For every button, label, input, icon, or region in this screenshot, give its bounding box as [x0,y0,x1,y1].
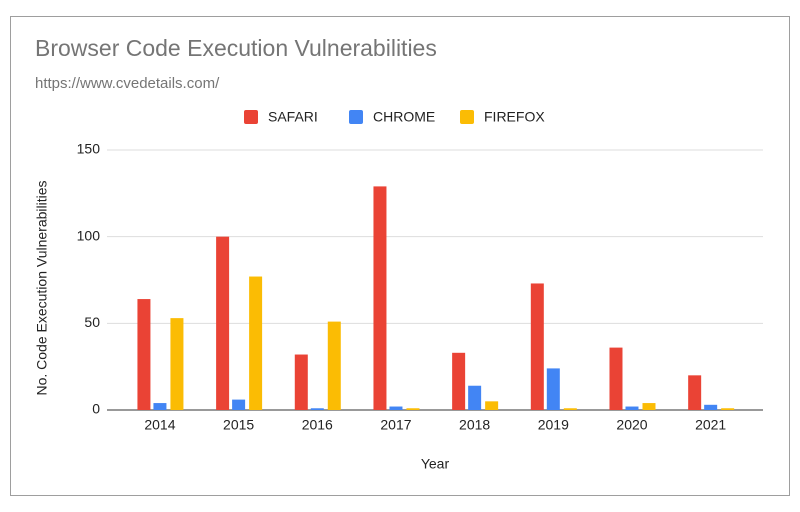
bar [563,408,577,410]
x-tick-label: 2021 [695,417,726,433]
bar [232,399,246,410]
bar [530,283,544,410]
x-tick-label: 2016 [302,417,333,433]
bar [468,385,482,410]
bar [485,401,499,410]
bar [721,408,735,410]
bar [170,318,184,410]
y-tick-label: 150 [77,141,101,157]
legend-label: FIREFOX [484,109,545,125]
x-tick-label: 2015 [223,417,254,433]
bar [153,403,167,410]
bar [137,299,151,410]
bar [310,408,324,410]
bar [389,406,403,410]
legend-label: SAFARI [268,109,318,125]
bar [406,408,420,410]
y-tick-label: 100 [77,227,101,243]
x-tick-label: 2019 [538,417,569,433]
x-tick-label: 2014 [144,417,175,433]
legend-swatch [244,110,258,124]
bar [216,236,230,410]
x-tick-label: 2018 [459,417,490,433]
bar [546,368,560,410]
chart-subtitle: https://www.cvedetails.com/ [35,75,220,92]
bar [327,321,341,410]
y-tick-label: 50 [84,314,100,330]
bar [452,352,466,410]
bar [704,404,718,410]
legend-label: CHROME [373,109,435,125]
x-axis-label: Year [421,456,450,472]
bar [642,403,656,410]
legend-swatch [460,110,474,124]
frame [10,16,790,496]
legend-swatch [349,110,363,124]
y-tick-label: 0 [92,401,100,417]
x-tick-label: 2020 [616,417,647,433]
bar [373,186,387,410]
chart-title: Browser Code Execution Vulnerabilities [35,35,437,61]
bar [688,375,702,410]
bar [249,276,263,410]
bar [625,406,639,410]
x-tick-label: 2017 [380,417,411,433]
bar [609,347,623,410]
y-axis-label: No. Code Execution Vulnerabilities [34,180,50,395]
bar [294,354,308,410]
